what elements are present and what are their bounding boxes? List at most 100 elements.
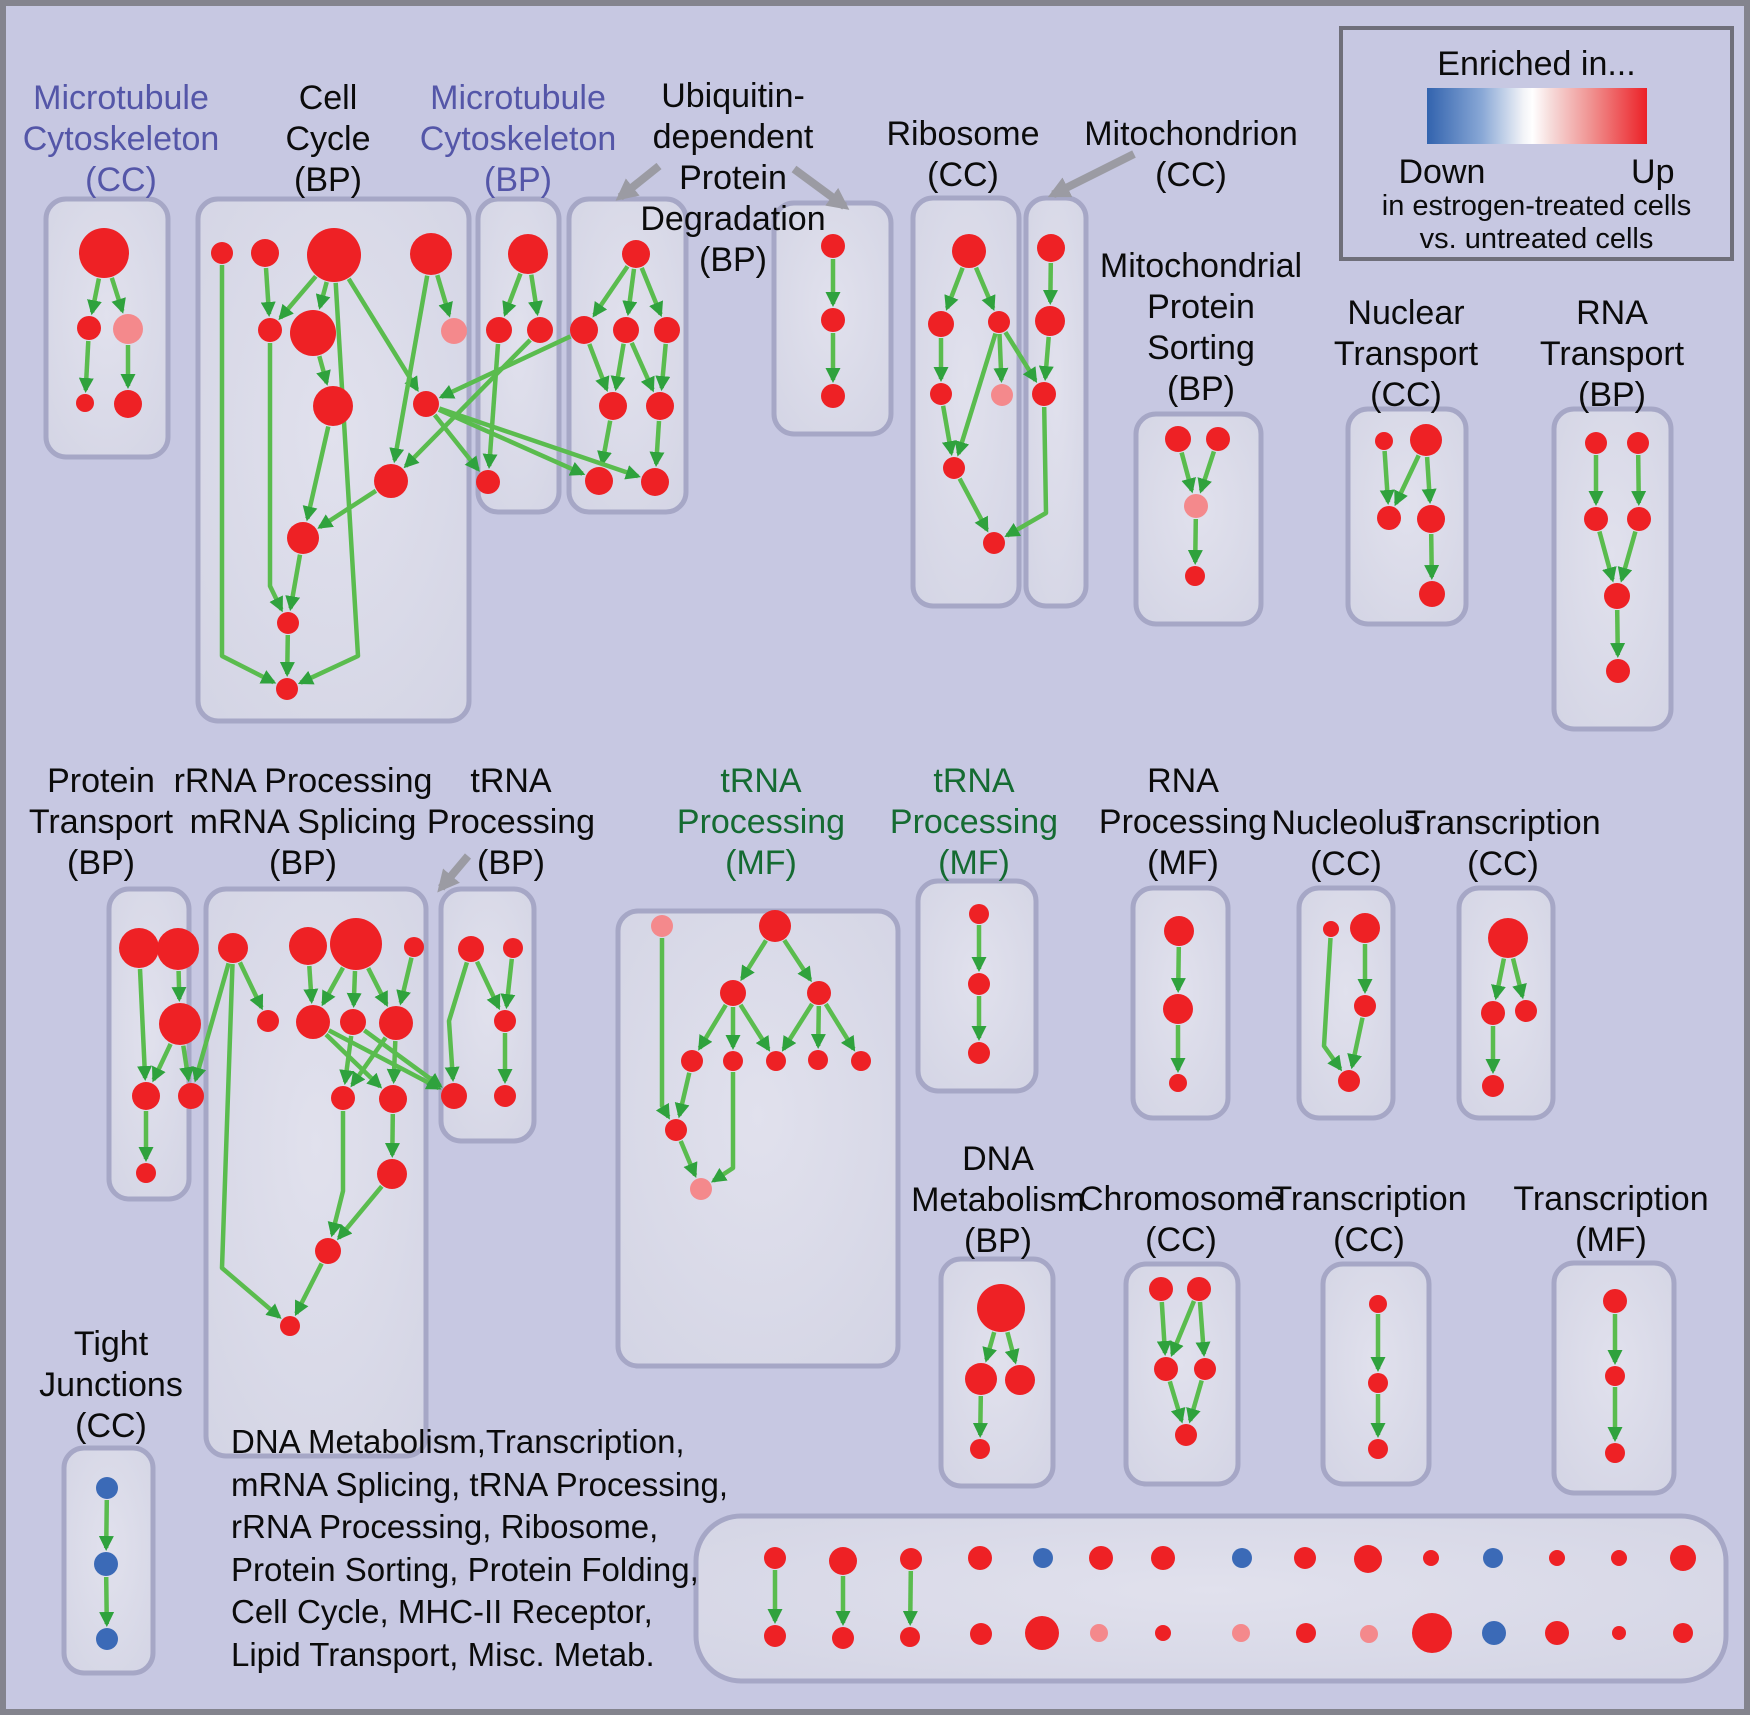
edge-microtubule-cc-2 <box>78 340 94 393</box>
cluster-box-transcription-cc-mid <box>1456 885 1556 1121</box>
edge-ribosome-3 <box>993 333 1009 383</box>
go-term-node-misc-mixed-10 <box>1089 1546 1113 1570</box>
go-term-node-ubiquitin-a-4 <box>599 392 627 420</box>
edge-rna-transport-3 <box>1617 530 1638 583</box>
edge-cell-cycle-3 <box>315 281 331 310</box>
go-term-node-misc-mixed-7 <box>970 1623 992 1645</box>
go-term-node-misc-mixed-29 <box>1673 1623 1693 1643</box>
network-graph-canvas <box>43 150 1729 1684</box>
edge-rrna-mrna-4 <box>366 967 389 1007</box>
go-term-node-cell-cycle-4 <box>258 318 282 342</box>
go-term-node-misc-mixed-5 <box>900 1627 920 1647</box>
go-term-node-transcription-mf-1 <box>1605 1366 1625 1386</box>
edge-trna-mf-1-10 <box>678 1140 698 1178</box>
go-term-node-mito-sorting-3 <box>1185 566 1205 586</box>
edge-cell-cycle-6 <box>389 275 430 464</box>
edge-rrna-mrna-10 <box>384 1113 400 1158</box>
go-term-node-ribosome-3 <box>930 383 952 405</box>
cluster-box-mito-sorting <box>1133 411 1264 627</box>
edge-ubiquitin-a-1 <box>622 268 638 317</box>
cluster-box-mitochondrion <box>1023 195 1089 609</box>
annotation-arrow-0 <box>615 162 662 201</box>
edge-rrna-mrna-9 <box>386 1040 402 1084</box>
edge-mitochondrion-0 <box>1042 262 1058 305</box>
edge-cell-cycle-9 <box>302 426 331 522</box>
edge-rrna-mrna-1 <box>303 965 319 1004</box>
edge-nuclear-transport-2 <box>1421 456 1437 504</box>
go-term-node-trna-bp-1 <box>503 938 523 958</box>
legend-gradient-bar <box>1426 88 1647 144</box>
go-term-node-ubiquitin-a-5 <box>646 392 674 420</box>
go-term-node-dna-metabolism-2 <box>1005 1365 1035 1395</box>
edge-cross-8 <box>327 1028 442 1091</box>
go-term-node-ubiquitin-b-1 <box>821 308 845 332</box>
go-term-node-ubiquitin-a-3 <box>654 317 680 343</box>
go-term-node-nucleolus-3 <box>1338 1070 1360 1092</box>
edge-trna-mf-1-6 <box>810 1005 826 1049</box>
edge-chromosome-4 <box>1186 1379 1204 1424</box>
edge-rrna-mrna-12 <box>336 1184 384 1241</box>
edge-ubiquitin-a-4 <box>610 343 626 392</box>
go-term-node-ubiquitin-b-2 <box>821 384 845 408</box>
edge-ribosome-6 <box>957 477 989 533</box>
go-term-node-nucleolus-2 <box>1354 995 1376 1017</box>
edge-microtubule-cc-0 <box>87 278 102 316</box>
edge-rna-transport-4 <box>1610 609 1626 658</box>
annotation-arrow-3 <box>437 853 472 893</box>
go-term-node-trna-mf-1-4 <box>681 1050 703 1072</box>
go-term-node-trna-mf-1-1 <box>759 910 791 942</box>
edge-cell-cycle-0 <box>219 265 277 685</box>
edge-microtubule-bp-0 <box>502 272 523 317</box>
go-term-node-cell-cycle-12 <box>276 678 298 700</box>
cluster-box-nuclear-transport <box>1345 406 1469 627</box>
go-term-node-nucleolus-0 <box>1323 921 1339 937</box>
go-term-node-ribosome-1 <box>928 311 954 337</box>
go-term-node-microtubule-cc-1 <box>77 316 101 340</box>
go-term-node-nuclear-transport-0 <box>1375 432 1393 450</box>
edge-mito-sorting-1 <box>1197 450 1217 494</box>
go-term-node-misc-mixed-19 <box>1360 1625 1378 1643</box>
go-term-node-nucleolus-1 <box>1350 913 1380 943</box>
go-term-node-microtubule-cc-4 <box>114 390 142 418</box>
edge-trna-mf-1-0 <box>740 939 768 982</box>
edge-protein-transport-0 <box>137 968 153 1081</box>
go-term-node-chromosome-0 <box>1149 1277 1173 1301</box>
go-term-node-transcription-cc-mid-3 <box>1482 1075 1504 1097</box>
edge-rrna-mrna-3 <box>346 970 362 1008</box>
go-term-node-trna-mf-1-0 <box>651 915 673 937</box>
edge-cross-6 <box>1004 406 1049 538</box>
go-term-node-microtubule-cc-0 <box>79 228 129 278</box>
edge-microtubule-bp-2 <box>482 343 501 469</box>
go-term-node-transcription-cc-mid-1 <box>1481 1001 1505 1025</box>
go-term-node-dna-metabolism-3 <box>970 1439 990 1459</box>
edge-cell-cycle-4 <box>346 277 420 393</box>
go-term-node-nuclear-transport-1 <box>1410 424 1442 456</box>
go-term-node-ribosome-2 <box>988 311 1010 333</box>
go-term-node-rna-transport-5 <box>1606 659 1630 683</box>
go-term-node-rrna-mrna-7 <box>379 1006 413 1040</box>
go-term-node-rrna-mrna-12 <box>280 1316 300 1336</box>
go-term-node-protein-transport-5 <box>136 1163 156 1183</box>
go-term-node-misc-mixed-2 <box>829 1547 857 1575</box>
go-term-node-chromosome-3 <box>1194 1358 1216 1380</box>
go-term-node-transcription-mf-0 <box>1603 1289 1627 1313</box>
edge-ubiquitin-a-8 <box>649 420 665 467</box>
go-term-node-cell-cycle-7 <box>313 386 353 426</box>
go-term-node-chromosome-4 <box>1175 1424 1197 1446</box>
go-term-node-transcription-cc-mid-2 <box>1515 1000 1537 1022</box>
go-term-node-mito-sorting-2 <box>1184 494 1208 518</box>
go-term-node-ribosome-6 <box>983 532 1005 554</box>
go-term-node-microtubule-bp-3 <box>476 470 500 494</box>
go-term-node-misc-mixed-0 <box>764 1547 786 1569</box>
edge-ubiquitin-a-3 <box>587 343 610 393</box>
edge-mitochondrion-1 <box>1038 336 1054 382</box>
go-term-node-dna-metabolism-0 <box>977 1284 1025 1332</box>
go-term-node-rna-transport-4 <box>1604 583 1630 609</box>
go-term-node-rrna-mrna-8 <box>331 1086 355 1110</box>
go-term-node-ubiquitin-a-0 <box>622 240 650 268</box>
go-term-node-misc-mixed-18 <box>1354 1545 1382 1573</box>
edge-trna-mf-1-9 <box>674 1072 692 1119</box>
legend-down-label: Down <box>1398 153 1486 191</box>
cluster-box-nucleolus <box>1296 885 1396 1121</box>
